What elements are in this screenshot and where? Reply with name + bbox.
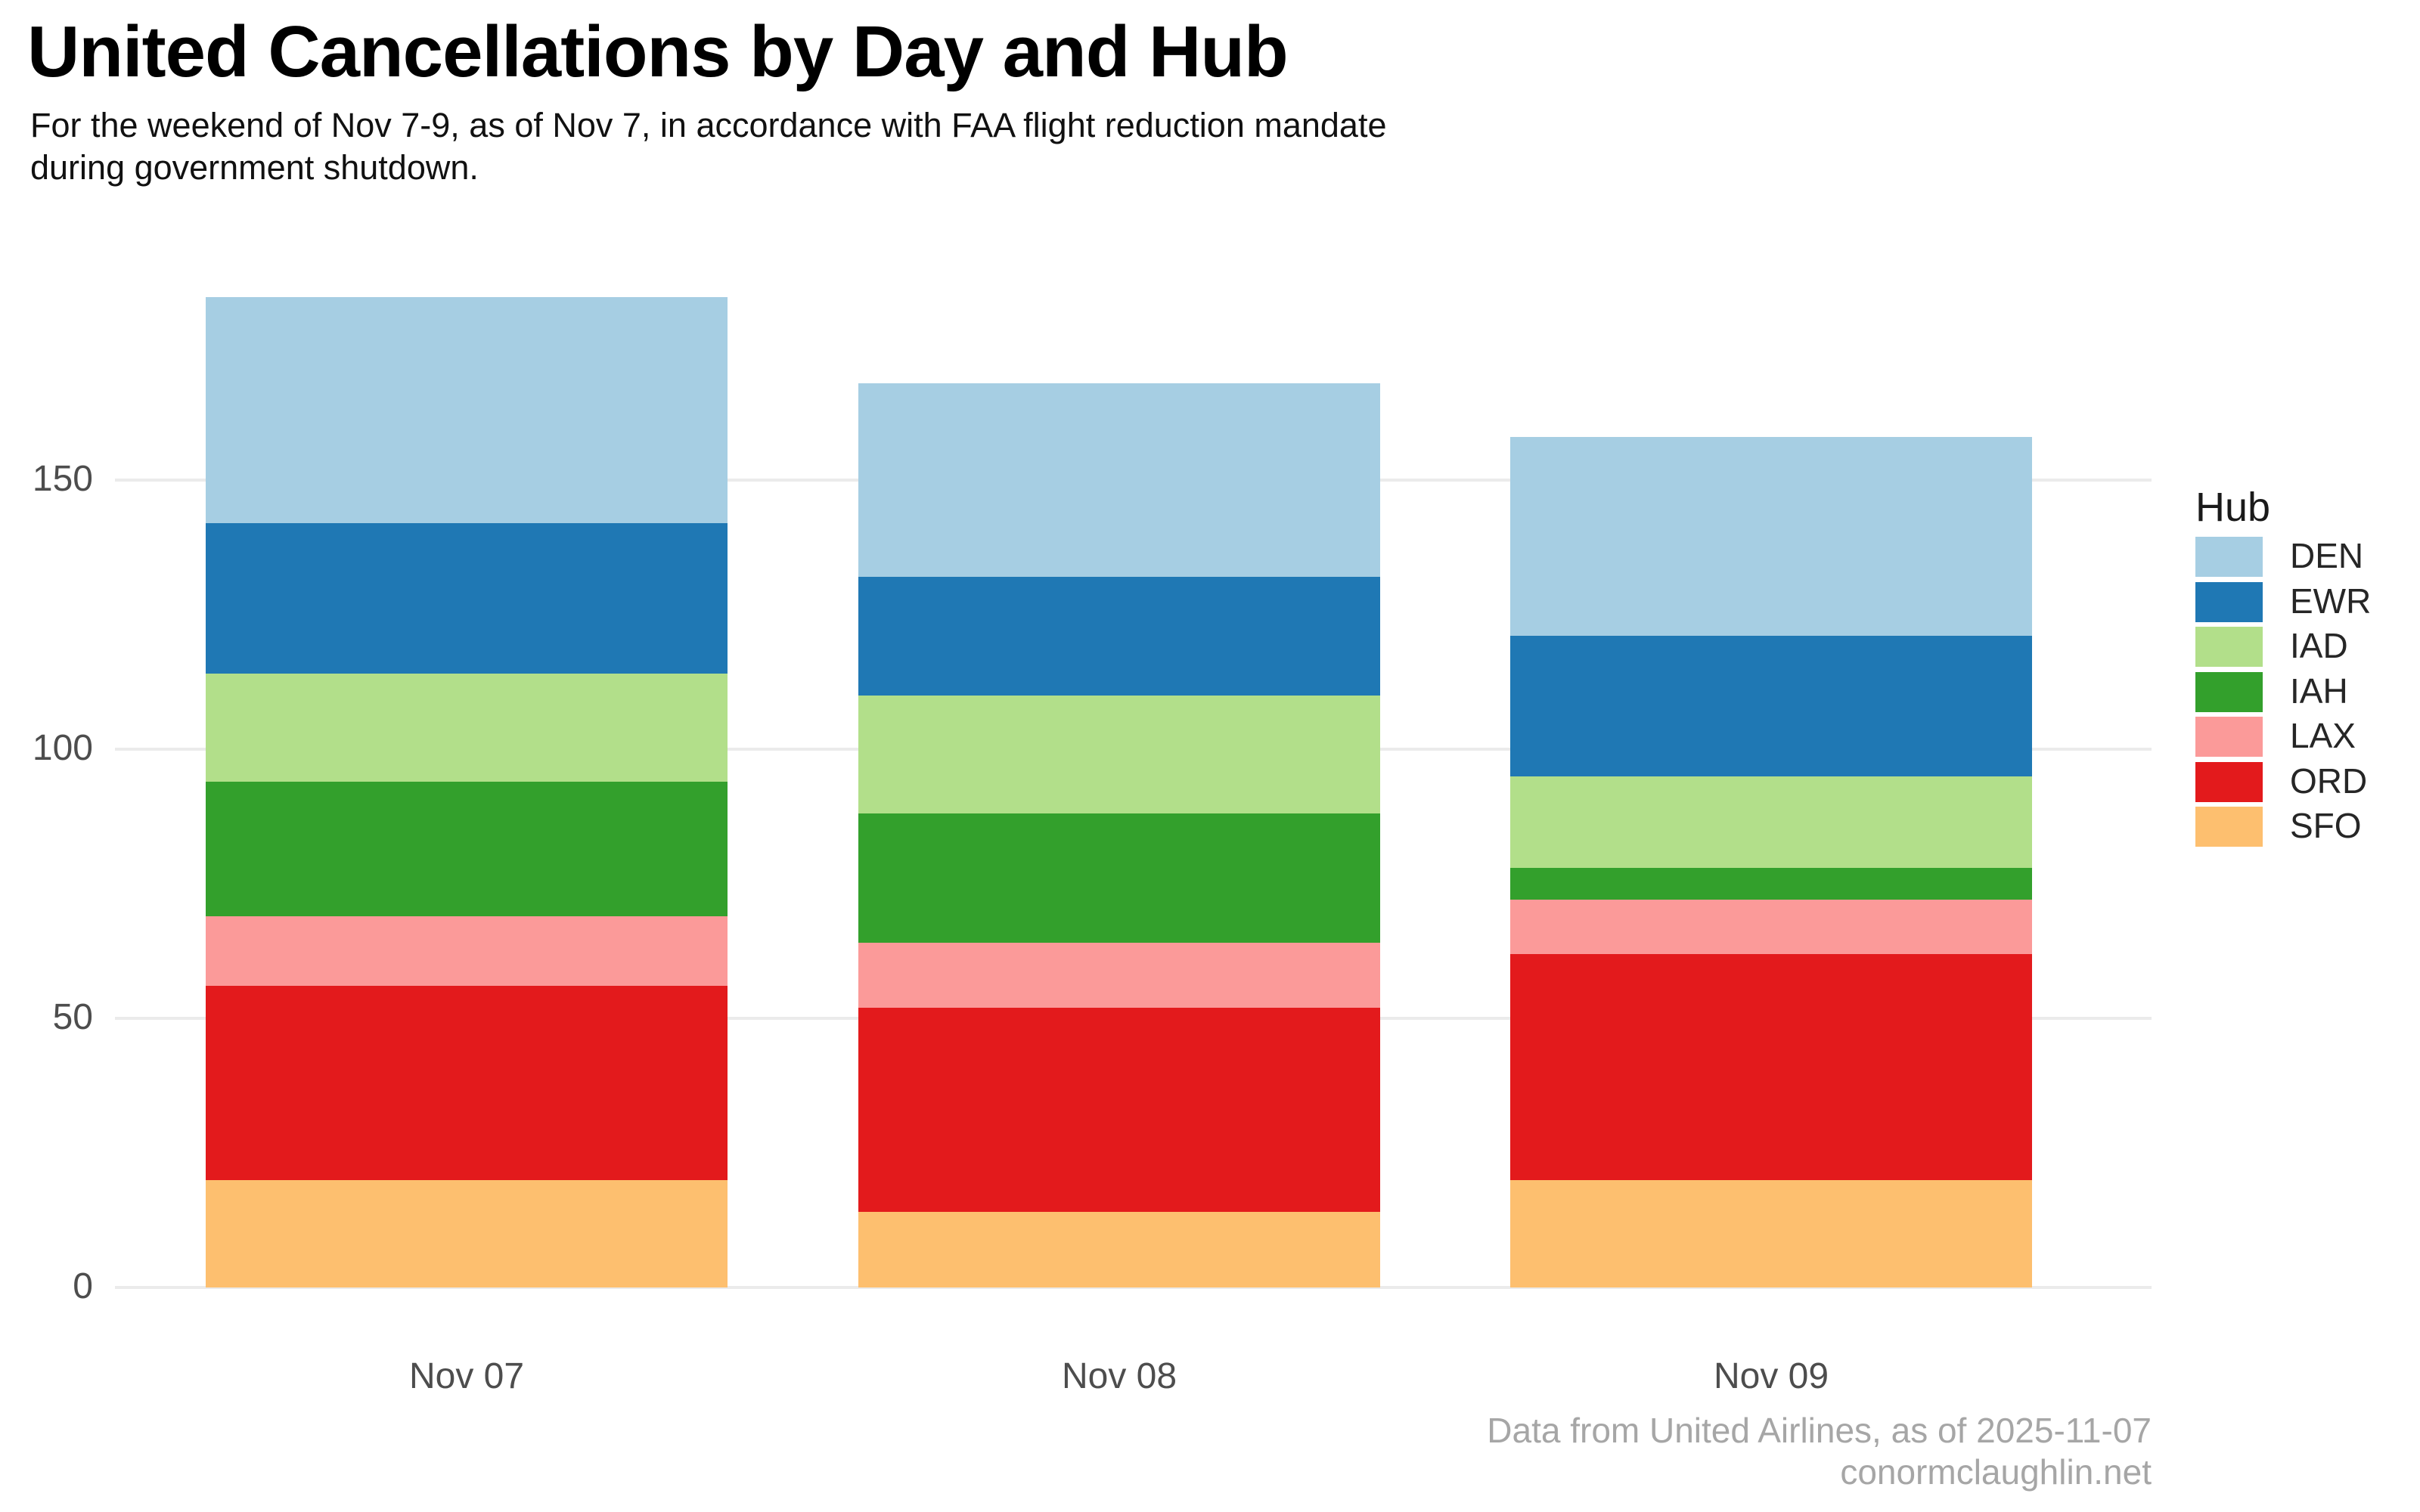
x-tick-label-Nov07: Nov 07 — [408, 1356, 525, 1396]
y-tick-label-0: 0 — [73, 1266, 93, 1306]
bar-segment-Nov08-IAH — [858, 813, 1380, 943]
legend-swatch-DEN — [2195, 537, 2263, 577]
legend-swatch-SFO — [2195, 807, 2263, 847]
bar-segment-Nov09-SFO — [1510, 1179, 2032, 1287]
bar-segment-Nov08-EWR — [858, 577, 1380, 696]
bar-segment-Nov07-IAH — [206, 781, 728, 916]
bar-segment-Nov09-DEN — [1510, 437, 2032, 637]
legend-label-IAH: IAH — [2290, 671, 2348, 711]
footer-site-text: conormclaughlin.net — [1840, 1452, 2152, 1492]
bar-segment-Nov09-ORD — [1510, 953, 2032, 1180]
bar-segment-Nov08-LAX — [858, 943, 1380, 1008]
page-subtitle: For the weekend of Nov 7-9, as of Nov 7,… — [30, 104, 1386, 189]
bar-segment-Nov09-EWR — [1510, 636, 2032, 776]
subtitle-line-2: during government shutdown. — [30, 148, 479, 187]
bar-segment-Nov07-DEN — [206, 296, 728, 523]
x-tick-label-Nov08: Nov 08 — [1061, 1356, 1177, 1396]
bar-segment-Nov07-SFO — [206, 1179, 728, 1287]
y-tick-label-100: 100 — [32, 728, 93, 768]
legend-label-LAX: LAX — [2290, 716, 2356, 755]
subtitle-line-1: For the weekend of Nov 7-9, as of Nov 7,… — [30, 106, 1387, 144]
legend-label-ORD: ORD — [2290, 761, 2368, 801]
bar-segment-Nov07-EWR — [206, 522, 728, 674]
x-tick-label-Nov09: Nov 09 — [1713, 1356, 1829, 1396]
bar-segment-Nov09-LAX — [1510, 900, 2032, 954]
legend-label-DEN: DEN — [2290, 536, 2364, 575]
page-title: United Cancellations by Day and Hub — [27, 11, 1289, 92]
bar-segment-Nov08-ORD — [858, 1007, 1380, 1213]
legend-swatch-EWR — [2195, 581, 2263, 622]
legend-label-SFO: SFO — [2290, 806, 2362, 845]
y-tick-label-150: 150 — [32, 459, 93, 499]
bar-segment-Nov07-ORD — [206, 986, 728, 1180]
bar-segment-Nov08-IAD — [858, 695, 1380, 814]
bar-segment-Nov09-IAH — [1510, 867, 2032, 900]
y-tick-label-50: 50 — [52, 997, 93, 1037]
legend-swatch-IAD — [2195, 627, 2263, 667]
legend-swatch-IAH — [2195, 671, 2263, 712]
bar-segment-Nov07-LAX — [206, 916, 728, 987]
y-gridline-0 — [115, 1286, 2152, 1289]
legend-swatch-ORD — [2195, 761, 2263, 802]
bar-segment-Nov09-IAD — [1510, 776, 2032, 868]
bar-segment-Nov07-IAD — [206, 674, 728, 782]
bar-segment-Nov08-DEN — [858, 383, 1380, 578]
legend-label-IAD: IAD — [2290, 626, 2348, 665]
legend-swatch-LAX — [2195, 717, 2263, 757]
legend-title: Hub — [2195, 485, 2271, 530]
bar-segment-Nov08-SFO — [858, 1212, 1380, 1287]
footer-source-text: Data from United Airlines, as of 2025-11… — [1487, 1411, 2152, 1450]
chart-footer: Data from United Airlines, as of 2025-11… — [1093, 1410, 2152, 1493]
legend-label-EWR: EWR — [2290, 581, 2372, 621]
